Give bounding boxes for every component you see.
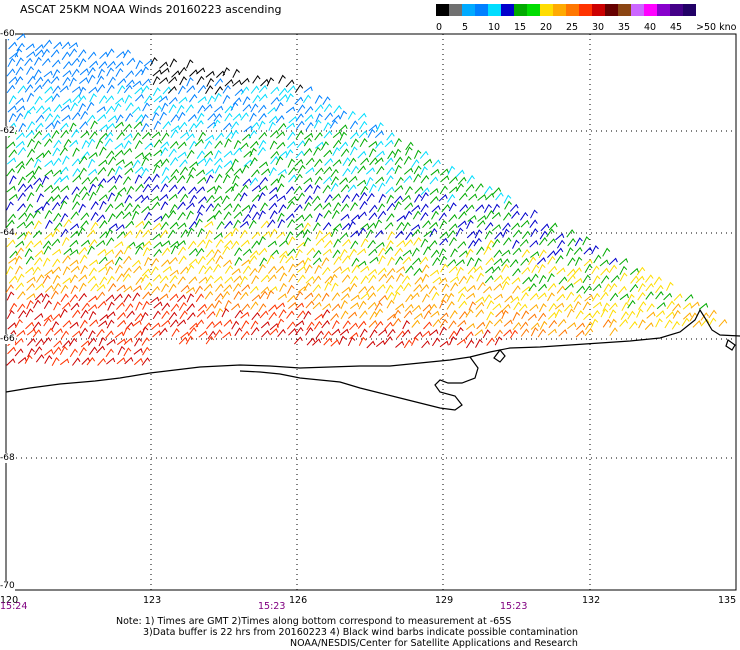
colorbar-swatch [514, 4, 527, 16]
time-label: 15:24 [0, 601, 28, 612]
colorbar-swatch [644, 4, 657, 16]
map-title: ASCAT 25KM NOAA Winds 20160223 ascending [20, 3, 282, 16]
colorbar-tick-label: >50 knots [696, 22, 736, 33]
colorbar-swatch [540, 4, 553, 16]
colorbar-swatch [501, 4, 514, 16]
colorbar-swatch [670, 4, 683, 16]
colorbar-tick-label: 35 [618, 22, 630, 33]
colorbar-swatch [618, 4, 631, 16]
longitude-label: 126 [289, 595, 308, 606]
longitude-label: 132 [582, 595, 601, 606]
latitude-label: -62 [0, 126, 15, 136]
time-label: 15:23 [258, 601, 286, 612]
colorbar-tick-label: 5 [462, 22, 468, 33]
note-line-2: 3)Data buffer is 22 hrs from 20160223 4)… [143, 627, 579, 638]
antarctic-coastline [5, 308, 740, 411]
colorbar-swatch [488, 4, 501, 16]
map-frame [5, 33, 737, 591]
colorbar-swatch [592, 4, 605, 16]
colorbar-tick-label: 25 [566, 22, 578, 33]
colorbar-swatch [553, 4, 566, 16]
longitude-label: 120 [0, 595, 19, 606]
colorbar-swatch [475, 4, 488, 16]
note-line-1: Note: 1) Times are GMT 2)Times along bot… [116, 616, 512, 627]
colorbar-swatch [462, 4, 475, 16]
wind-speed-colorbar: 0 5 10 15 20 25 30 35 40 45 >50 knots [436, 4, 736, 33]
colorbar-tick-label: 30 [592, 22, 604, 33]
wind-barbs [5, 31, 728, 367]
grid-lines [6, 34, 736, 590]
longitude-label: 135 [718, 595, 737, 606]
note-line-3: NOAA/NESDIS/Center for Satellite Applica… [290, 638, 578, 649]
colorbar-swatch [605, 4, 618, 16]
colorbar-tick-label: 45 [670, 22, 682, 33]
longitude-label: 129 [435, 595, 454, 606]
colorbar-swatch [631, 4, 644, 16]
colorbar-tick-label: 10 [488, 22, 500, 33]
colorbar-swatch [527, 4, 540, 16]
latitude-label: -70 [0, 581, 15, 591]
colorbar-tick-label: 0 [436, 22, 442, 33]
longitude-label: 123 [143, 595, 162, 606]
colorbar-swatch [436, 4, 449, 16]
latitude-label: -66 [0, 334, 15, 344]
colorbar-swatch [449, 4, 462, 16]
colorbar-tick-label: 40 [644, 22, 656, 33]
colorbar-tick-label: 20 [540, 22, 552, 33]
colorbar-swatch [683, 4, 696, 16]
colorbar-swatch [657, 4, 670, 16]
colorbar-swatch [579, 4, 592, 16]
colorbar-swatch [566, 4, 579, 16]
latitude-label: -64 [0, 228, 15, 238]
time-label: 15:23 [500, 601, 528, 612]
colorbar-tick-label: 15 [514, 22, 526, 33]
latitude-label: -68 [0, 453, 15, 463]
latitude-label: -60 [0, 29, 15, 39]
